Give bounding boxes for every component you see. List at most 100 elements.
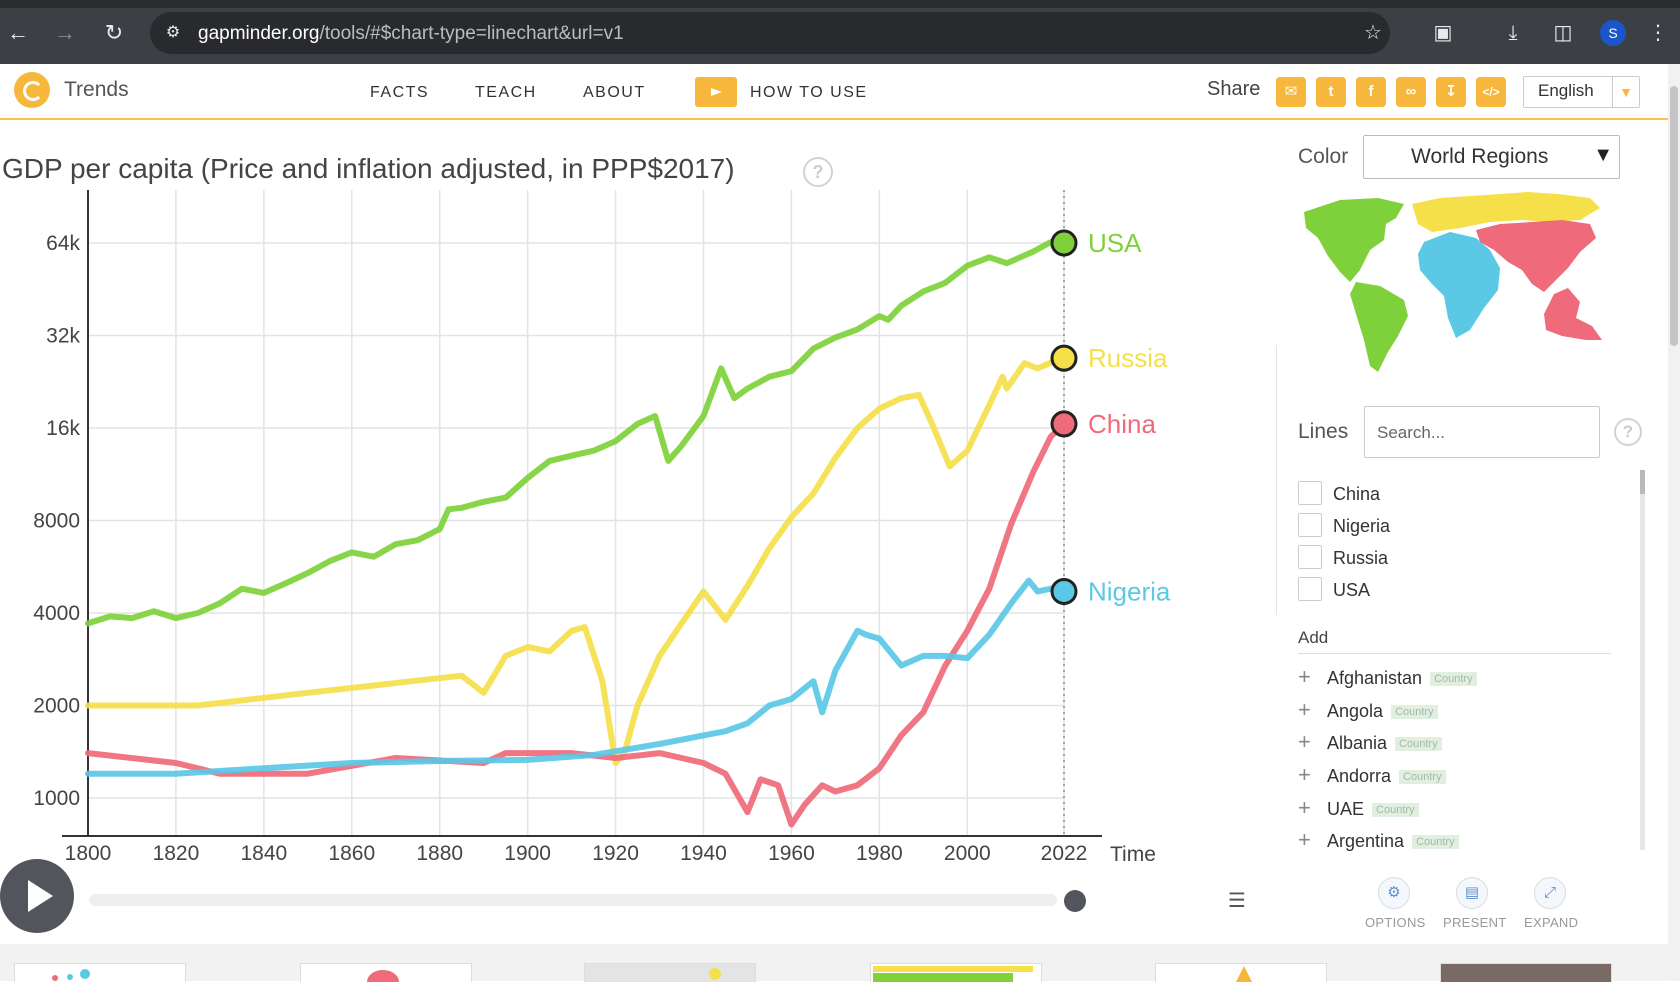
language-select[interactable]: English ▼	[1523, 76, 1640, 108]
x-tick-label: 1960	[768, 842, 815, 865]
expand-icon[interactable]: ⤢	[1534, 877, 1566, 909]
checkbox[interactable]	[1298, 577, 1322, 601]
share-download-icon[interactable]: ↧	[1436, 77, 1466, 107]
page-scrollbar-thumb[interactable]	[1670, 86, 1678, 346]
x-tick-label: 1900	[504, 842, 551, 865]
panel-scrollbar[interactable]	[1640, 470, 1645, 850]
lines-help-icon[interactable]: ?	[1614, 418, 1642, 446]
series-end-marker-usa	[1050, 229, 1078, 257]
x-tick-label: 2022	[1041, 842, 1088, 865]
share-twitter-icon[interactable]: t	[1316, 77, 1346, 107]
series-label-china: China	[1088, 409, 1156, 439]
how-to-use-play-icon[interactable]	[695, 77, 737, 107]
plus-icon: +	[1298, 762, 1311, 787]
plus-icon: +	[1298, 827, 1311, 852]
timeline-handle[interactable]	[1064, 890, 1086, 912]
series-line-nigeria	[85, 577, 1067, 777]
checkbox[interactable]	[1298, 545, 1322, 569]
map-region-asia[interactable]	[1476, 220, 1596, 292]
map-region-europe[interactable]	[1412, 192, 1600, 232]
related-chart-thumbnail[interactable]	[14, 963, 186, 982]
download-icon[interactable]: ⤓	[1508, 22, 1518, 44]
brand-title[interactable]: Trends	[64, 78, 129, 101]
related-chart-thumbnail[interactable]	[1440, 963, 1612, 982]
share-embed-icon[interactable]: </>	[1476, 77, 1506, 107]
speed-control-icon[interactable]: ☰	[1228, 890, 1246, 912]
present-button[interactable]: PRESENT	[1443, 915, 1507, 930]
options-gear-icon[interactable]: ⚙	[1378, 877, 1410, 909]
checkbox[interactable]	[1298, 481, 1322, 505]
share-facebook-icon[interactable]: f	[1356, 77, 1386, 107]
y-tick-label: 8000	[33, 510, 80, 533]
menu-facts[interactable]: FACTS	[370, 84, 430, 101]
share-label: Share	[1207, 78, 1261, 100]
tab-strip	[0, 0, 1680, 8]
map-region-americas-north[interactable]	[1304, 198, 1404, 282]
x-tick-label: 1980	[856, 842, 903, 865]
chart-title[interactable]: GDP per capita (Price and inflation adju…	[2, 153, 735, 184]
add-item-label: Angola	[1327, 701, 1384, 721]
checkbox[interactable]	[1298, 513, 1322, 537]
site-settings-icon[interactable]: ⚙	[165, 24, 181, 41]
panel-scrollbar-thumb[interactable]	[1640, 470, 1645, 494]
present-icon[interactable]: ▤	[1456, 877, 1488, 909]
add-item-label: Andorra	[1327, 766, 1392, 786]
add-item-label: Albania	[1327, 733, 1388, 753]
forward-icon[interactable]: →	[54, 20, 76, 45]
related-chart-thumbnail[interactable]	[870, 963, 1042, 982]
chevron-down-icon: ▼	[1612, 77, 1639, 107]
play-button[interactable]	[0, 859, 74, 933]
help-icon[interactable]: ?	[803, 157, 833, 187]
related-chart-thumbnail[interactable]	[584, 963, 756, 982]
y-tick-label: 1000	[33, 787, 80, 810]
share-link-icon[interactable]: ∞	[1396, 77, 1426, 107]
plus-icon: +	[1298, 664, 1311, 689]
color-select[interactable]: World Regions ▼	[1363, 135, 1620, 179]
x-tick-label: 1800	[65, 842, 112, 865]
series-label-usa: USA	[1088, 228, 1142, 258]
timeline-track[interactable]	[89, 894, 1057, 906]
search-input[interactable]: Search...	[1364, 406, 1600, 458]
series-label-russia: Russia	[1088, 343, 1168, 373]
color-label: Color	[1298, 145, 1349, 168]
url-text[interactable]: gapminder.org/tools/#$chart-type=linecha…	[198, 23, 624, 45]
reload-icon[interactable]: ↻	[104, 20, 124, 45]
x-tick-label: 2000	[944, 842, 991, 865]
dropdown-arrow-icon: ▼	[1593, 144, 1613, 166]
plus-icon: +	[1298, 697, 1311, 722]
map-region-africa[interactable]	[1418, 232, 1500, 338]
language-value: English	[1538, 81, 1594, 100]
browser-toolbar: ← → ↻ ⚙ gapminder.org/tools/#$chart-type…	[0, 0, 1680, 64]
series-line-usa	[85, 239, 1067, 627]
address-bar[interactable]: ⚙ gapminder.org/tools/#$chart-type=linec…	[150, 12, 1390, 54]
more-menu-icon[interactable]: ⋮	[1648, 22, 1668, 44]
back-icon[interactable]: ←	[7, 20, 29, 45]
expand-button[interactable]: EXPAND	[1524, 915, 1579, 930]
map-region-oceania[interactable]	[1544, 288, 1602, 340]
world-regions-map[interactable]	[1300, 190, 1630, 390]
selected-item-label: China	[1333, 484, 1381, 504]
page-scrollbar[interactable]	[1668, 64, 1680, 981]
menu-about[interactable]: ABOUT	[583, 84, 646, 101]
add-item-label: Afghanistan	[1327, 668, 1423, 688]
related-chart-thumbnail[interactable]	[1155, 963, 1327, 982]
bookmark-star-icon[interactable]: ☆	[1364, 22, 1382, 44]
share-email-icon[interactable]: ✉	[1276, 77, 1306, 107]
line-chart: 1000 2000 4000 8000 16k 32k 64k 1800 1820 1840 186…	[33, 190, 1171, 866]
options-button[interactable]: OPTIONS	[1365, 915, 1426, 930]
x-axis-label: Time	[1110, 843, 1156, 866]
related-chart-thumbnail[interactable]	[300, 963, 472, 982]
add-divider	[1298, 653, 1611, 654]
side-panel-icon[interactable]: ◫	[1553, 22, 1573, 44]
x-tick-label: 1940	[680, 842, 727, 865]
map-region-americas-south[interactable]	[1350, 282, 1408, 372]
extensions-icon[interactable]: ▣	[1433, 22, 1453, 44]
menu-how-to-use[interactable]: HOW TO USE	[750, 84, 868, 101]
y-tick-label: 4000	[33, 602, 80, 625]
gapminder-logo[interactable]	[14, 72, 50, 108]
add-item-label: UAE	[1327, 799, 1365, 819]
series-end-marker-china	[1050, 410, 1078, 438]
profile-avatar[interactable]: S	[1600, 20, 1626, 46]
country-tag: Country	[1391, 705, 1438, 720]
menu-teach[interactable]: TEACH	[475, 84, 537, 101]
